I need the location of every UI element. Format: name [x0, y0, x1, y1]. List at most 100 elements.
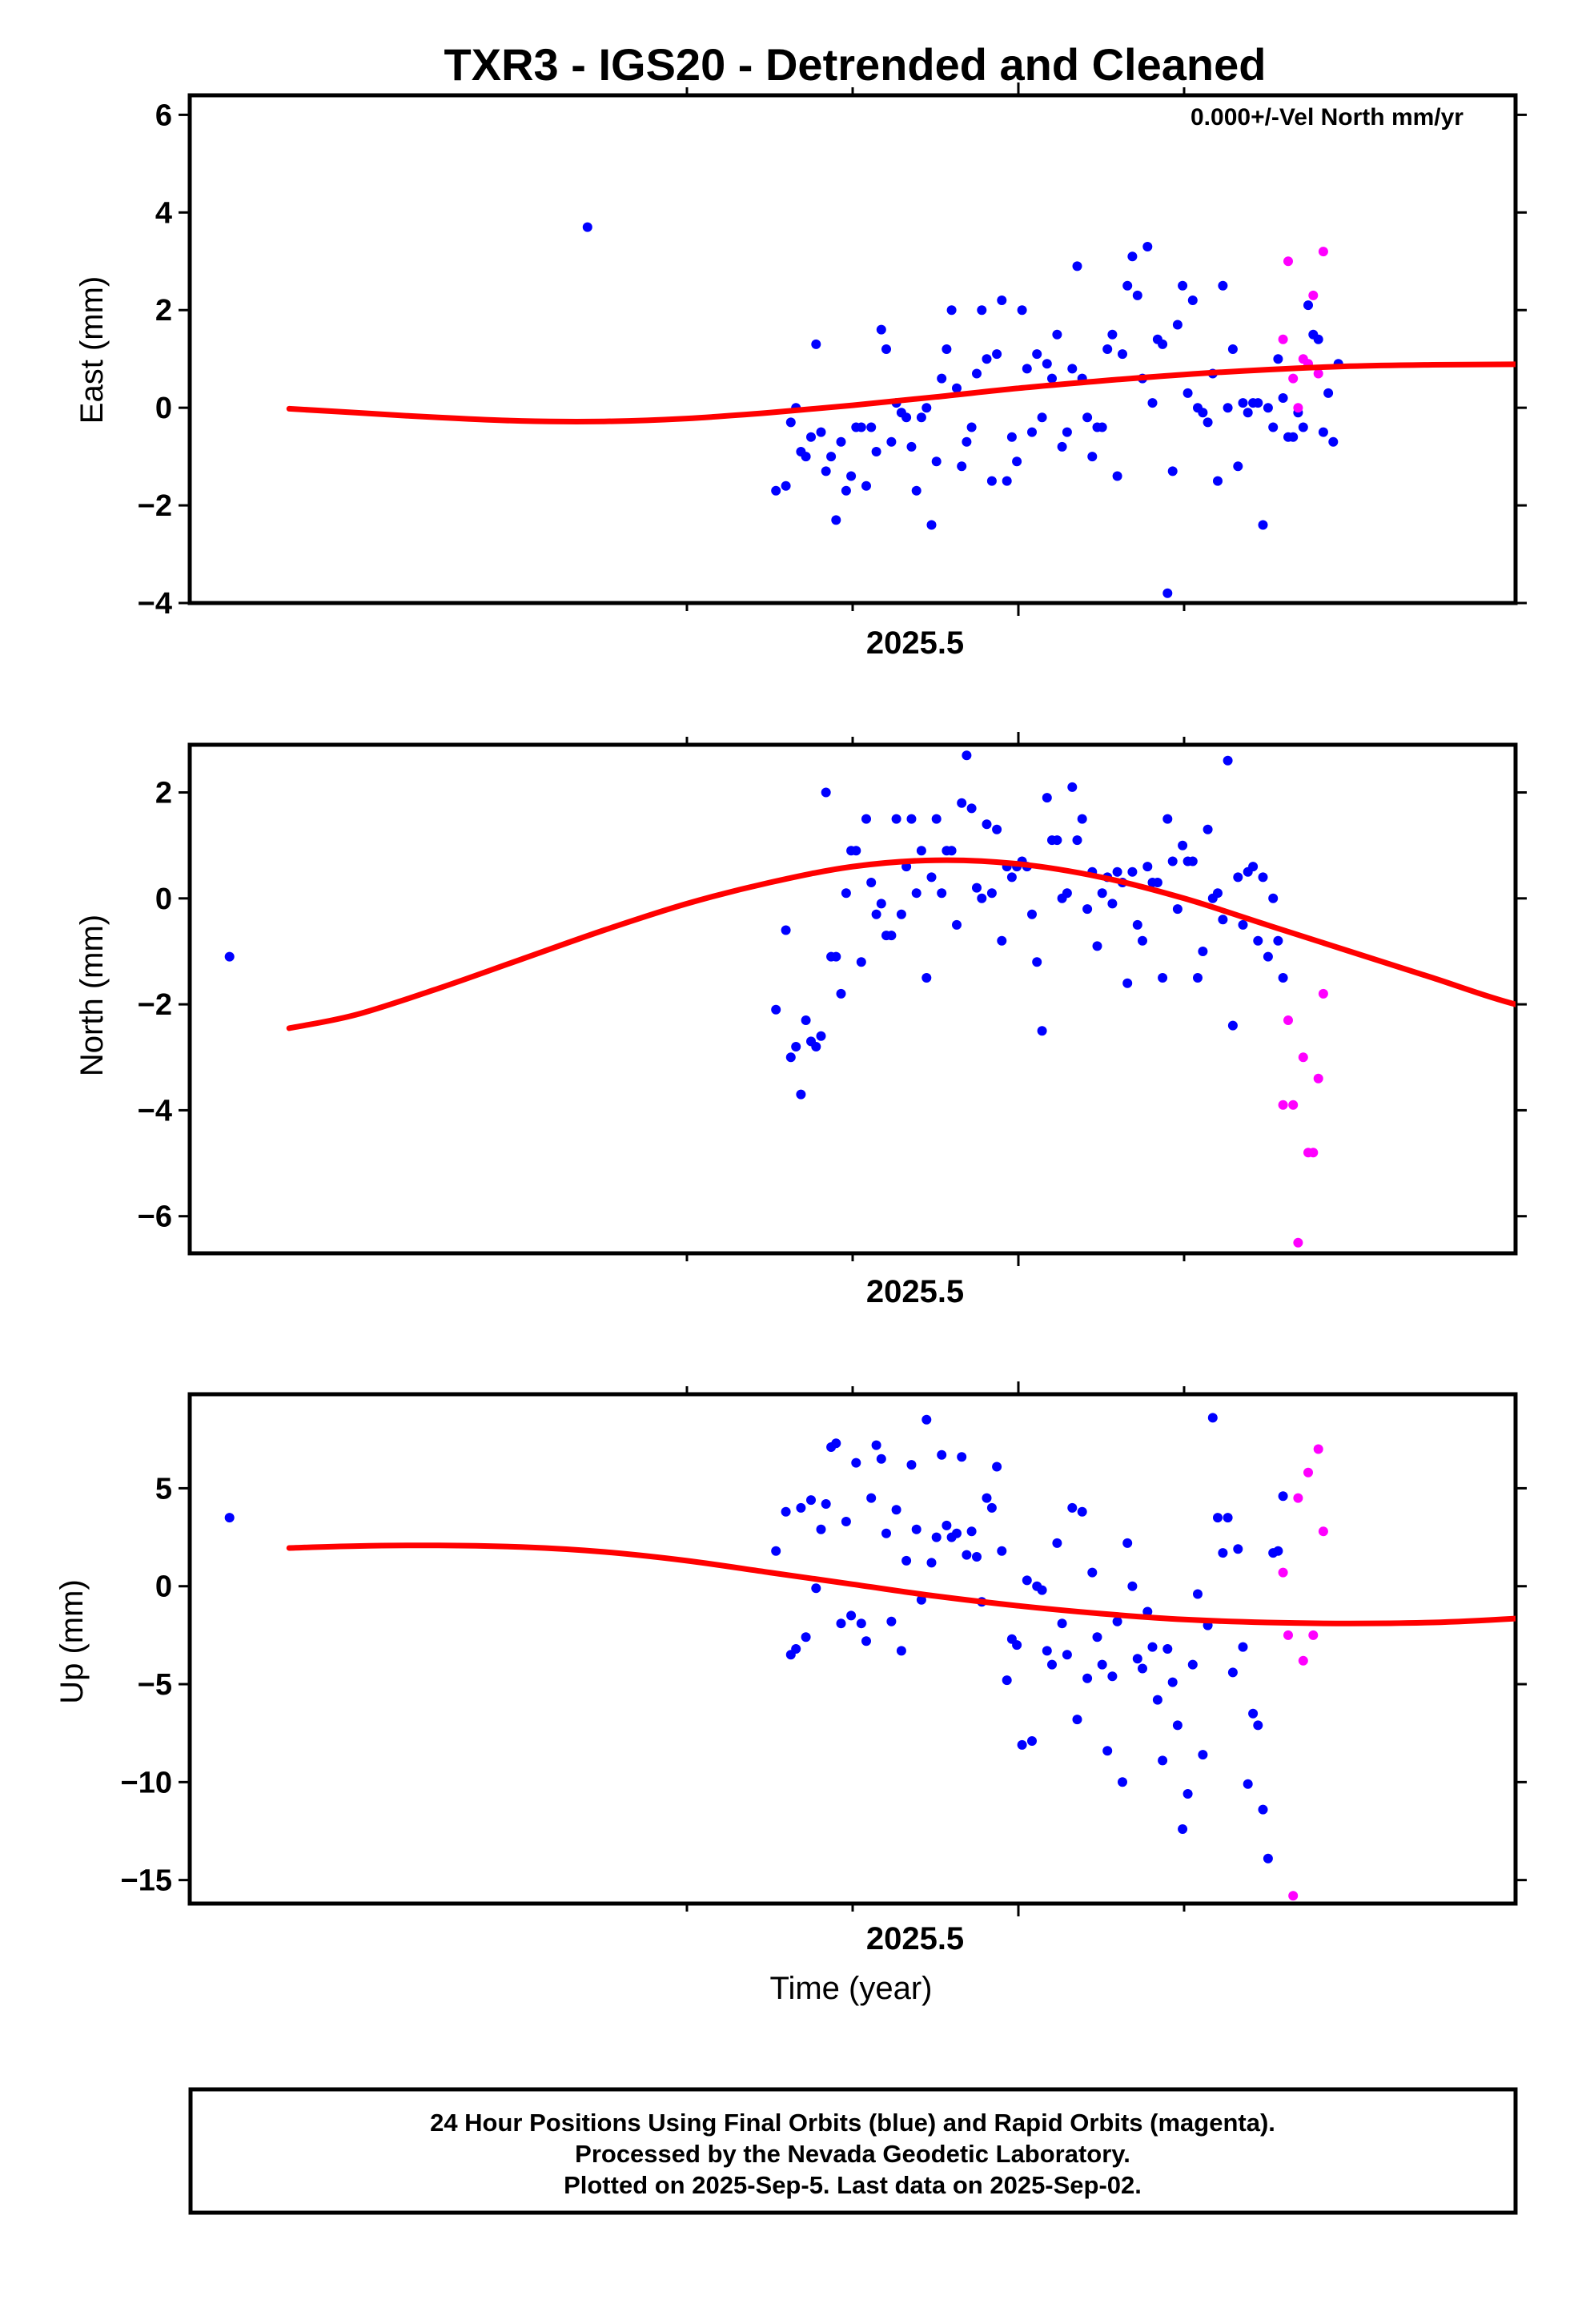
east-final-point: [1167, 466, 1178, 476]
north-final-point: [1077, 814, 1087, 824]
up-final-point: [1273, 1546, 1283, 1556]
east-final-point: [1027, 427, 1037, 437]
up-rapid-point: [1293, 1493, 1303, 1503]
east-final-point: [1042, 359, 1052, 369]
east-final-point: [785, 417, 796, 428]
east-final-point: [1303, 300, 1313, 311]
north-final-point: [1273, 935, 1283, 946]
east-final-point: [1067, 364, 1078, 374]
north-final-point: [972, 883, 982, 893]
up-rapid-point: [1283, 1630, 1293, 1640]
east-final-point: [1012, 456, 1022, 467]
north-final-point: [921, 973, 932, 983]
up-ytick-label: −10: [121, 1766, 172, 1799]
north-rapid-point: [1288, 1100, 1299, 1110]
up-final-point: [986, 1502, 997, 1513]
up-final-point: [1167, 1677, 1178, 1687]
north-final-point: [796, 1089, 806, 1100]
north-final-point: [1127, 866, 1138, 877]
east-final-point: [926, 520, 937, 530]
north-final-point: [1263, 951, 1273, 962]
north-final-point: [916, 846, 926, 856]
up-final-point: [224, 1513, 235, 1523]
east-final-point: [1268, 422, 1279, 432]
up-final-point: [1087, 1567, 1098, 1578]
north-rapid-point: [1308, 1148, 1319, 1158]
east-ytick-label: −2: [138, 489, 172, 523]
north-final-point: [962, 750, 972, 761]
up-final-point: [921, 1414, 932, 1425]
east-final-point: [906, 441, 917, 452]
east-final-point: [1318, 427, 1328, 437]
north-rapid-point: [1283, 1015, 1293, 1025]
east-final-point: [1162, 588, 1173, 598]
up-final-point: [1062, 1650, 1072, 1660]
north-final-point: [1178, 840, 1188, 850]
up-final-point: [1213, 1513, 1223, 1523]
north-final-point: [781, 925, 791, 935]
north-final-point: [1132, 919, 1142, 930]
footer-frame: [188, 2087, 1518, 2215]
east-final-point: [1057, 441, 1067, 452]
up-final-point: [1238, 1642, 1248, 1652]
north-final-point: [831, 951, 841, 962]
north-final-point: [801, 1015, 811, 1025]
east-final-point: [876, 324, 886, 335]
north-rapid-point: [1318, 988, 1328, 999]
up-final-point: [1092, 1632, 1102, 1642]
east-final-point: [1127, 251, 1138, 262]
east-final-point: [942, 344, 952, 354]
east-final-point: [1213, 476, 1223, 486]
east-final-point: [997, 296, 1007, 305]
north-final-point: [982, 819, 992, 830]
up-final-point: [937, 1449, 947, 1460]
north-final-point: [1142, 862, 1153, 872]
up-final-point: [1147, 1642, 1158, 1652]
east-final-point: [1273, 354, 1283, 364]
north-final-point: [1268, 893, 1279, 903]
north-final-point: [861, 814, 871, 824]
up-ytick-label: −15: [121, 1864, 172, 1898]
east-final-point: [856, 422, 866, 432]
up-final-point: [1227, 1667, 1238, 1678]
east-final-point: [1072, 261, 1082, 271]
east-final-point: [1147, 398, 1158, 408]
east-rapid-point: [1278, 334, 1288, 344]
footer-box: 24 Hour Positions Using Final Orbits (bl…: [188, 2087, 1518, 2215]
north-final-point: [911, 888, 921, 899]
up-final-point: [1097, 1659, 1107, 1670]
east-final-point: [982, 354, 992, 364]
east-ytick-label: 2: [155, 294, 172, 328]
east-final-point: [1203, 417, 1213, 428]
up-final-point: [1258, 1804, 1268, 1815]
east-final-point: [821, 466, 831, 476]
up-final-point: [1077, 1506, 1087, 1517]
footer-line-plotted: Plotted on 2025-Sep-5. Last data on 2025…: [564, 2171, 1142, 2199]
north-final-point: [856, 957, 866, 967]
north-ytick-label: −6: [138, 1200, 172, 1234]
main-title: TXR3 - IGS20 - Detrended and Cleaned: [444, 39, 1267, 90]
up-rapid-point: [1318, 1526, 1328, 1537]
north-final-point: [1052, 835, 1062, 846]
east-final-point: [1313, 334, 1323, 344]
east-final-point: [582, 222, 592, 232]
up-ytick-label: −5: [138, 1668, 172, 1702]
east-final-point: [866, 422, 877, 432]
east-final-point: [1122, 280, 1133, 291]
east-final-point: [901, 412, 912, 423]
footer-line-orbits: 24 Hour Positions Using Final Orbits (bl…: [430, 2109, 1275, 2137]
east-xtick-label-2025-5: 2025.5: [866, 625, 964, 661]
east-final-point: [1142, 242, 1153, 251]
north-final-point: [841, 888, 851, 899]
north-final-point: [1082, 904, 1093, 915]
north-final-point: [821, 787, 831, 798]
north-ylabel: North (mm): [74, 915, 110, 1076]
up-final-point: [796, 1502, 806, 1513]
north-final-point: [1203, 824, 1213, 834]
east-final-point: [1258, 520, 1268, 530]
east-final-point: [871, 447, 881, 456]
north-final-point: [1092, 941, 1102, 951]
north-final-point: [816, 1031, 826, 1041]
east-final-point: [972, 368, 982, 379]
